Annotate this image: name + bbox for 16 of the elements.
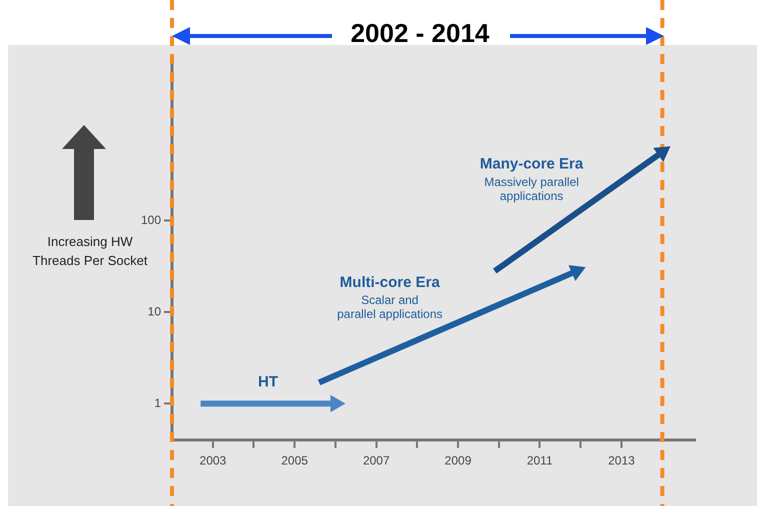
y-tick-label: 100 <box>140 212 162 227</box>
series-label: HT <box>258 374 278 391</box>
text: Multi-core Era <box>340 274 440 291</box>
series-label: Many-core Era <box>480 156 584 173</box>
y-tick-label: 1 <box>154 396 162 410</box>
annotation: Scalar and parallel applications <box>337 293 443 322</box>
annotation: Massively parallel applications <box>484 174 579 203</box>
chart-title: 2002 - 2014 <box>350 18 490 49</box>
x-tick-label: 2009 <box>444 454 472 468</box>
x-tick-label: 2005 <box>281 454 308 468</box>
x-tick-label: 2003 <box>200 454 227 468</box>
y-tick-label: 10 <box>148 304 162 318</box>
x-tick-label: 2011 <box>526 454 553 468</box>
y-axis-title: Increasing HW Threads Per Socket <box>32 233 148 270</box>
x-tick-label: 2007 <box>362 454 390 468</box>
x-tick-label: 2013 <box>608 454 636 468</box>
